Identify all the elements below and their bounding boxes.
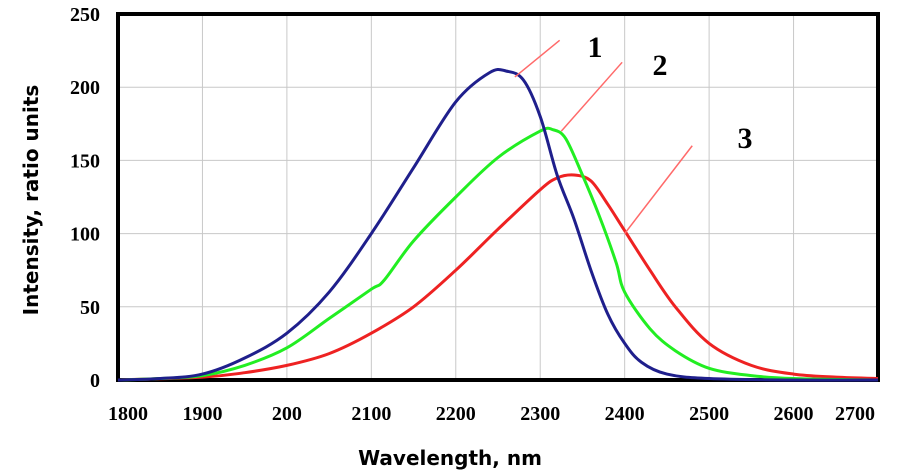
x-tick-label: 2300 bbox=[520, 403, 560, 425]
leader-line bbox=[560, 61, 623, 132]
x-tick-label: 2700 bbox=[835, 403, 875, 425]
x-tick-label: 2600 bbox=[774, 403, 814, 425]
x-tick-label: 2400 bbox=[605, 403, 645, 425]
x-tick-label: 2200 bbox=[436, 403, 476, 425]
y-tick-label: 150 bbox=[70, 150, 100, 172]
curve-label: 3 bbox=[738, 122, 753, 155]
leader-line bbox=[624, 145, 693, 235]
series-line-1 bbox=[117, 67, 879, 382]
series-line-3 bbox=[117, 173, 879, 382]
x-axis-title: Wavelength, nm bbox=[358, 446, 542, 470]
y-tick-label: 200 bbox=[70, 77, 100, 99]
y-axis-ticks: 0 50 100 150 200 250 bbox=[70, 4, 100, 392]
x-axis-ticks: 1800 1900 200 2100 2200 2300 2400 2500 2600 2700 bbox=[108, 403, 875, 425]
leader-line bbox=[514, 39, 561, 78]
x-tick-label: 2100 bbox=[351, 403, 391, 425]
y-tick-label: 0 bbox=[90, 370, 100, 392]
x-tick-label: 200 bbox=[272, 403, 302, 425]
curve-label: 1 bbox=[588, 31, 603, 64]
curve-labels: 1 2 3 bbox=[588, 31, 753, 155]
x-tick-label: 1800 bbox=[108, 403, 148, 425]
plot-frame bbox=[116, 12, 880, 382]
x-tick-label: 1900 bbox=[182, 403, 222, 425]
y-tick-label: 250 bbox=[70, 4, 100, 26]
curve-label: 2 bbox=[653, 49, 668, 82]
y-tick-label: 100 bbox=[70, 224, 100, 246]
label-leaders bbox=[514, 39, 693, 235]
x-tick-label: 2500 bbox=[689, 403, 729, 425]
y-axis-title: Intensity, ratio units bbox=[19, 85, 43, 316]
series-line-2 bbox=[117, 126, 879, 382]
series-curves bbox=[117, 67, 879, 382]
y-tick-label: 50 bbox=[80, 297, 100, 319]
